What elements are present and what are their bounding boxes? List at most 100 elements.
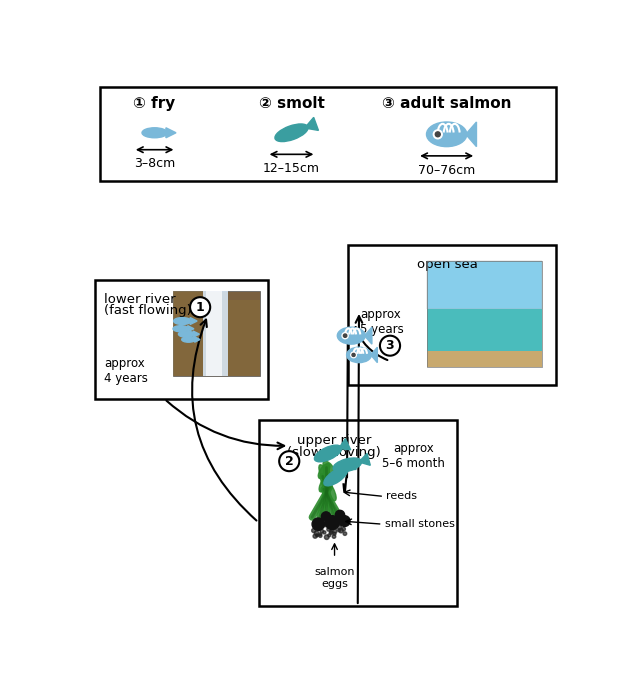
Text: salmon
eggs: salmon eggs <box>314 568 355 589</box>
Circle shape <box>317 526 321 531</box>
Bar <box>173 343 216 376</box>
Bar <box>427 261 541 367</box>
Text: 12–15cm: 12–15cm <box>263 162 320 175</box>
Circle shape <box>338 521 342 525</box>
Text: reeds: reeds <box>387 491 417 501</box>
Polygon shape <box>188 326 194 332</box>
Circle shape <box>323 524 326 527</box>
Polygon shape <box>359 454 371 466</box>
Circle shape <box>316 534 318 537</box>
Ellipse shape <box>318 463 330 479</box>
Text: ③ adult salmon: ③ adult salmon <box>382 96 511 111</box>
FancyArrowPatch shape <box>355 327 387 360</box>
Text: 1: 1 <box>196 301 205 314</box>
Text: 3: 3 <box>386 339 394 352</box>
Bar <box>259 420 457 606</box>
Bar <box>427 351 541 367</box>
Bar <box>427 261 541 308</box>
Ellipse shape <box>319 465 332 488</box>
Ellipse shape <box>314 445 342 462</box>
Circle shape <box>352 354 355 356</box>
Circle shape <box>332 535 336 538</box>
Circle shape <box>325 516 339 530</box>
Bar <box>348 245 556 385</box>
Polygon shape <box>363 327 372 344</box>
Circle shape <box>342 333 348 339</box>
Text: approx
5 years: approx 5 years <box>360 308 404 336</box>
Circle shape <box>343 532 347 535</box>
Circle shape <box>319 533 322 535</box>
Ellipse shape <box>324 480 336 500</box>
Text: small stones: small stones <box>385 519 455 529</box>
Bar <box>212 300 260 376</box>
Circle shape <box>333 529 337 533</box>
Circle shape <box>342 527 346 531</box>
Bar <box>173 291 208 343</box>
Polygon shape <box>193 331 199 337</box>
Text: 2: 2 <box>285 454 294 468</box>
Polygon shape <box>445 137 451 145</box>
Text: open sea: open sea <box>417 258 478 271</box>
Ellipse shape <box>142 128 167 138</box>
Polygon shape <box>350 338 355 343</box>
Circle shape <box>324 535 329 540</box>
Circle shape <box>314 531 319 535</box>
Circle shape <box>351 352 356 358</box>
Ellipse shape <box>319 473 332 492</box>
Ellipse shape <box>182 337 195 343</box>
Ellipse shape <box>323 461 333 473</box>
Circle shape <box>323 531 326 534</box>
Text: lower river: lower river <box>104 293 176 305</box>
Circle shape <box>319 534 322 538</box>
Circle shape <box>338 529 340 532</box>
Ellipse shape <box>347 347 371 363</box>
FancyArrowPatch shape <box>356 316 362 603</box>
Text: upper river: upper river <box>297 434 371 447</box>
Polygon shape <box>190 317 197 324</box>
Text: approx
4 years: approx 4 years <box>104 357 148 385</box>
Ellipse shape <box>324 468 348 486</box>
Circle shape <box>279 451 300 471</box>
Circle shape <box>323 521 325 524</box>
Polygon shape <box>339 439 351 449</box>
Ellipse shape <box>275 124 308 142</box>
Ellipse shape <box>333 458 362 472</box>
Circle shape <box>339 528 343 533</box>
Circle shape <box>435 132 440 137</box>
Circle shape <box>328 534 331 537</box>
Bar <box>206 291 221 376</box>
Circle shape <box>344 334 347 338</box>
Circle shape <box>316 534 319 537</box>
Text: 3–8cm: 3–8cm <box>134 157 175 171</box>
Polygon shape <box>195 337 200 343</box>
Circle shape <box>330 531 333 533</box>
Circle shape <box>380 336 400 356</box>
Circle shape <box>327 528 331 531</box>
Text: ② smolt: ② smolt <box>259 96 324 111</box>
FancyArrowPatch shape <box>166 401 284 449</box>
Circle shape <box>333 532 336 535</box>
Circle shape <box>321 512 331 521</box>
Circle shape <box>329 531 333 535</box>
Circle shape <box>315 526 318 529</box>
Text: ① fry: ① fry <box>134 96 176 111</box>
Bar <box>100 87 556 181</box>
Polygon shape <box>305 117 319 131</box>
Circle shape <box>332 521 335 525</box>
Text: (fast flowing): (fast flowing) <box>104 304 192 317</box>
Bar <box>427 308 541 351</box>
Bar <box>204 291 228 376</box>
Bar <box>173 291 260 376</box>
Text: approx
5–6 month: approx 5–6 month <box>382 442 445 470</box>
Polygon shape <box>345 460 356 470</box>
Text: 70–76cm: 70–76cm <box>418 164 476 177</box>
Text: (slow moving): (slow moving) <box>287 446 381 459</box>
Ellipse shape <box>173 326 189 332</box>
Circle shape <box>312 528 316 533</box>
Polygon shape <box>166 128 176 138</box>
Circle shape <box>320 529 324 533</box>
Circle shape <box>312 518 324 531</box>
Circle shape <box>339 516 350 526</box>
Polygon shape <box>369 347 378 363</box>
Bar <box>95 280 269 398</box>
